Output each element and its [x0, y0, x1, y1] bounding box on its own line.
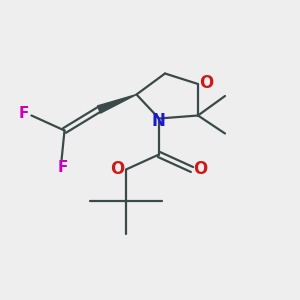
Text: O: O [193, 160, 208, 178]
Text: N: N [152, 112, 165, 130]
Polygon shape [98, 94, 136, 113]
Text: F: F [58, 160, 68, 175]
Text: O: O [199, 74, 214, 92]
Text: F: F [19, 106, 29, 122]
Text: O: O [110, 160, 124, 178]
